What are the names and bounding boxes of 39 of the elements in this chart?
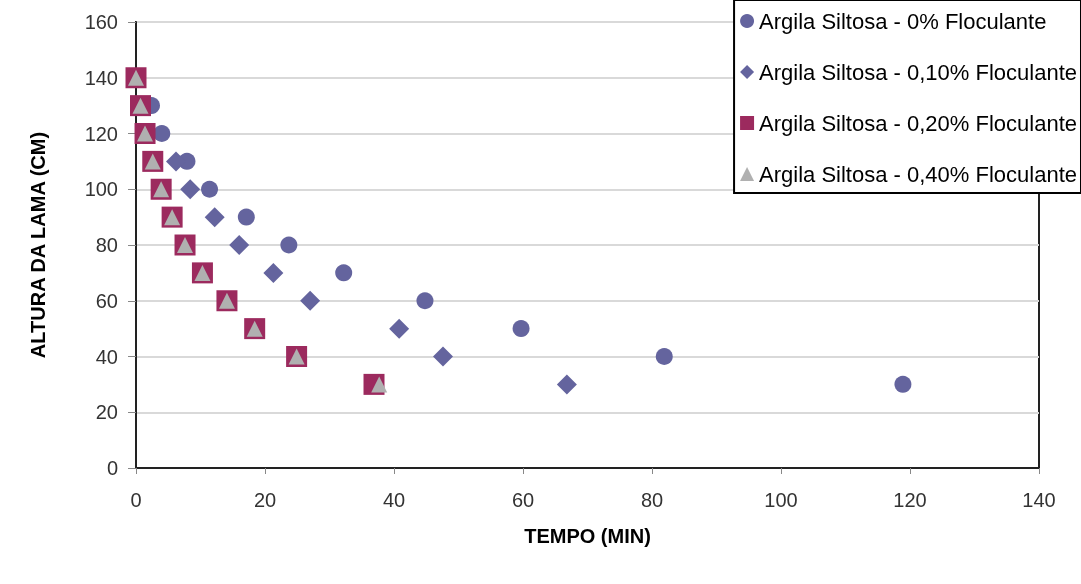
- y-tick-label: 160: [84, 11, 118, 33]
- y-tick-label: 100: [84, 178, 118, 201]
- x-tick-label: 20: [253, 489, 277, 511]
- point: [204, 207, 225, 228]
- x-tick-label: 0: [130, 489, 142, 511]
- point: [180, 179, 201, 200]
- legend-label: Argila Siltosa - 0,20% Floculante: [759, 110, 1077, 136]
- x-tick-label: 140: [1022, 489, 1056, 511]
- y-tick-label: 120: [84, 122, 118, 145]
- y-tick-label: 60: [95, 289, 118, 312]
- x-tick-label: 40: [382, 489, 406, 511]
- y-tick-label: 40: [95, 345, 118, 368]
- x-tick-label: 80: [640, 489, 664, 511]
- point: [433, 346, 454, 367]
- point: [556, 374, 577, 395]
- x-tick-label: 120: [893, 489, 927, 511]
- point: [263, 262, 284, 283]
- y-tick-label: 20: [95, 401, 118, 424]
- x-axis-title: TEMPO (MIN): [524, 525, 651, 547]
- x-tick-label: 100: [764, 489, 798, 511]
- point: [389, 318, 410, 339]
- point: [237, 208, 255, 226]
- legend-label: Argila Siltosa - 0,10% Floculante: [759, 59, 1077, 85]
- point: [300, 290, 321, 311]
- point: [201, 180, 219, 198]
- y-tick-label: 140: [84, 66, 118, 89]
- legend-label: Argila Siltosa - 0% Floculante: [759, 8, 1047, 34]
- point: [655, 348, 673, 365]
- legend-label: Argila Siltosa - 0,40% Floculante: [759, 161, 1077, 187]
- point: [280, 236, 298, 254]
- point: [229, 235, 250, 255]
- point: [416, 292, 434, 310]
- y-tick-label: 80: [95, 234, 118, 256]
- point: [894, 375, 912, 393]
- point: [512, 320, 530, 338]
- point: [335, 264, 353, 282]
- y-axis-title: ALTURA DA LAMA (CM): [27, 131, 49, 359]
- x-tick-label: 60: [511, 489, 535, 511]
- y-tick-label: 0: [106, 457, 118, 479]
